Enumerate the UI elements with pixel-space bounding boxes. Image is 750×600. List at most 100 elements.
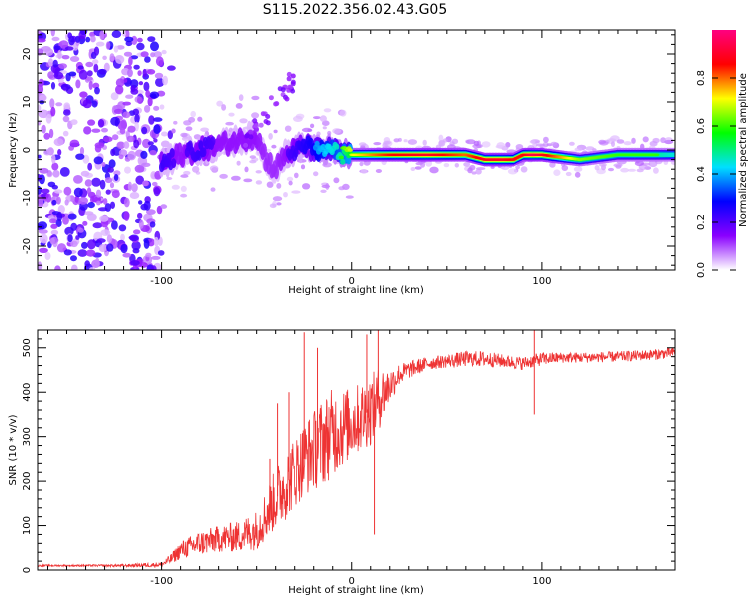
noise-blob — [143, 200, 151, 211]
noise-blob — [64, 46, 74, 51]
streak-blob — [286, 71, 292, 77]
noise-blob — [122, 111, 131, 119]
halo-blob — [266, 181, 274, 188]
halo-blob — [501, 165, 510, 171]
noise-blob — [50, 106, 56, 117]
noise-blob — [111, 30, 122, 38]
noise-blob — [104, 177, 113, 184]
noise-blob — [143, 239, 150, 249]
halo-blob — [515, 165, 520, 170]
noise-blob — [75, 153, 85, 160]
noise-blob — [127, 125, 136, 133]
noise-blob — [38, 221, 47, 230]
halo-blob — [473, 140, 480, 146]
x-tick-label: 100 — [532, 276, 551, 287]
ridge-mark — [273, 165, 279, 180]
halo-blob — [422, 139, 427, 146]
halo-blob — [273, 129, 278, 134]
halo-blob — [276, 183, 282, 189]
noise-blob — [43, 132, 50, 140]
y-tick-label: 200 — [22, 472, 33, 491]
ridge-mark — [672, 152, 675, 158]
noise-blob — [145, 89, 151, 98]
noise-blob — [68, 71, 77, 77]
noise-blob — [67, 32, 72, 39]
halo-blob — [333, 177, 340, 184]
streak-blob — [258, 122, 264, 128]
noise-blob — [39, 247, 48, 253]
halo-blob — [373, 142, 382, 146]
snr-ticks: -100 0 100 0 100 200 300 400 500 — [22, 329, 676, 587]
halo-blob — [520, 166, 528, 173]
figure-title: S115.2022.356.02.43.G05 — [263, 2, 448, 18]
noise-blob — [69, 139, 80, 148]
noise-blob — [47, 58, 54, 67]
halo-blob — [183, 170, 191, 176]
noise-blob — [153, 236, 159, 247]
noise-blob — [150, 265, 157, 270]
noise-blob — [122, 252, 132, 258]
noise-blob — [99, 215, 109, 222]
noise-blob — [56, 211, 63, 222]
streak-blob — [284, 96, 290, 102]
noise-blob — [86, 187, 92, 196]
noise-blob — [123, 78, 128, 83]
noise-blob — [109, 182, 115, 189]
halo-blob — [608, 167, 614, 172]
halo-blob — [166, 177, 173, 180]
noise-blob — [87, 239, 96, 250]
noise-blob — [63, 102, 71, 110]
noise-blob — [53, 45, 61, 51]
noise-blob — [107, 167, 114, 173]
noise-blob — [93, 156, 104, 165]
colorbar: 0.0 0.2 0.4 0.6 0.8 Normalized spectral ampl… — [696, 30, 749, 278]
halo-blob — [550, 141, 558, 146]
halo-blob — [454, 163, 459, 168]
y-tick-label: 0 — [22, 147, 33, 153]
halo-blob — [231, 175, 241, 181]
noise-blob — [86, 70, 93, 77]
noise-blob — [38, 174, 43, 182]
y-tick-label: 20 — [22, 48, 33, 61]
noise-blob — [38, 84, 44, 94]
halo-blob — [471, 171, 477, 175]
halo-blob — [269, 203, 277, 209]
noise-blob — [79, 30, 88, 36]
halo-blob — [322, 126, 327, 130]
noise-blob — [137, 96, 143, 104]
noise-blob — [64, 199, 69, 206]
halo-blob — [302, 183, 311, 190]
noise-blob — [38, 197, 44, 208]
ridge-mark — [334, 143, 340, 150]
noise-blob — [50, 223, 58, 229]
halo-blob — [161, 131, 168, 137]
halo-blob — [414, 166, 422, 170]
noise-blob — [70, 255, 77, 262]
halo-blob — [300, 164, 306, 170]
halo-blob — [429, 166, 439, 174]
noise-blob — [85, 76, 93, 81]
halo-blob — [345, 195, 354, 199]
x-tick-label: 0 — [349, 276, 355, 287]
halo-blob — [383, 141, 391, 145]
halo-blob — [244, 166, 249, 173]
noise-blob — [57, 78, 64, 84]
noise-blob — [127, 150, 136, 161]
noise-blob — [85, 36, 91, 43]
halo-blob — [221, 104, 227, 111]
noise-blob — [93, 46, 100, 56]
halo-blob — [664, 139, 674, 145]
noise-blob — [116, 141, 126, 150]
ridge-mark — [323, 148, 329, 155]
halo-blob — [249, 155, 256, 159]
noise-blob — [44, 252, 51, 260]
noise-blob — [94, 87, 100, 95]
noise-blob — [133, 139, 140, 149]
noise-blob — [39, 233, 48, 244]
noise-blob — [45, 193, 52, 203]
halo-blob — [219, 173, 228, 179]
noise-blob — [71, 264, 78, 270]
halo-blob — [620, 167, 629, 173]
halo-blob — [463, 162, 471, 167]
snr-xlabel: Height of straight line (km) — [288, 585, 424, 596]
